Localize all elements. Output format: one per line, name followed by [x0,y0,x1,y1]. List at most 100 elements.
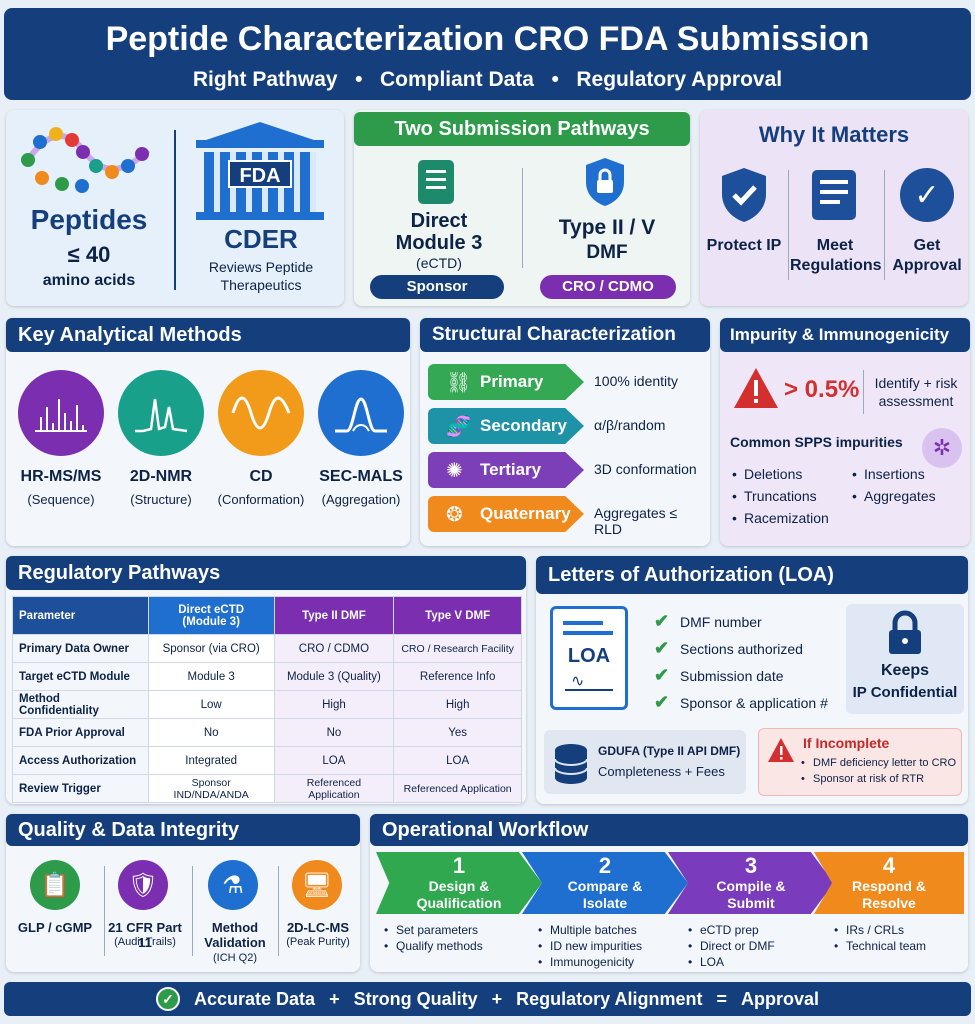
workflow-step-3: 3 Compile & Submit eCTD prep Direct or D… [668,852,834,970]
workflow-step-2: 2 Compare & Isolate Multiple batches ID … [522,852,688,970]
page-title: Peptide Characterization CRO FDA Submiss… [105,20,870,58]
level-desc: 100% identity [594,373,679,389]
method-sub-3: (Conformation) [217,492,305,507]
ip-confidential-label: IP Confidential [852,684,958,701]
gdufa-box: GDUFA (Type II API DMF) Completeness + F… [544,730,746,794]
database-coins-icon [554,744,588,784]
regulatory-table: Parameter Direct eCTD (Module 3) Type II… [12,596,522,803]
keeps-confidential-box: Keeps IP Confidential [846,604,964,714]
pathogen-icon: ✲ [922,428,962,468]
quality-sub-2: (Audit Trails) [114,936,176,948]
quality-sub-3: (ICH Q2) [213,952,257,964]
title-banner: Peptide Characterization CRO FDA Submiss… [4,8,971,100]
keeps-label: Keeps [880,662,930,679]
impurity-list: Deletions Insertions Truncations Aggrega… [732,466,966,526]
level-row-quaternary: Quaternary ❂ Aggregates ≤ RLD [428,496,706,537]
table-row: Target eCTD Module Module 3 Module 3 (Qual… [12,662,522,691]
level-row-primary: Primary ⛓ 100% identity [428,364,706,400]
list-item: DMF deficiency letter to CRO [801,755,956,771]
sec-mals-icon [318,370,404,456]
loa-document-icon: LOA ∿ [550,606,628,710]
table-row: Access Authorization Integrated LOA LOA [12,746,522,775]
list-item: Aggregates [852,488,966,504]
divider [192,866,193,956]
quality-name-4: 2D-LC-MS [286,920,350,935]
quality-panel: Quality & Data Integrity 📋 🛡 ⚗ 🖥 GLP / c… [6,814,360,972]
list-item: Set parameters [384,922,483,938]
divider [522,168,523,268]
step-arrow: 2 Compare & Isolate [522,852,688,914]
step-bullets: Multiple batches ID new impurities Immun… [538,922,642,970]
divider [104,866,105,956]
quality-name-2: 21 CFR Part 11 [108,920,182,950]
column-header: Type V DMF [393,596,522,635]
sponsor-tag: Sponsor [370,275,504,299]
workflow-step-4: 4 Respond & Resolve IRs / CRLs Technical… [814,852,964,968]
why-label-2: Meet Regulations [790,237,882,274]
page-subtitle: Right Pathway • Compliant Data • Regulat… [192,68,783,91]
method-name-4: SEC-MALS [319,468,403,485]
step-bullets: IRs / CRLs Technical team [834,922,926,954]
peptides-unit: amino acids [42,272,136,289]
method-name-3: CD [249,468,273,485]
dmf-line2: DMF [586,242,628,263]
fda-logo: FDA [228,160,292,188]
step-arrow: 1 Design & Qualification [376,852,542,914]
impurity-title: Impurity & Immunogenicity [720,318,970,352]
divider [863,370,864,414]
monitor-icon: 🖥 [292,860,342,910]
checklist-item: ✔ Submission date [654,662,828,689]
pathways-panel: Two Submission Pathways Direct Module 3 … [354,110,690,306]
cluster-icon: ❂ [446,504,463,526]
check-icon: ✔ [654,638,670,658]
divider [884,170,885,280]
nmr-spectrum-icon [118,370,204,456]
table-header-row: Parameter Direct eCTD (Module 3) Type II… [12,596,522,635]
direct-line2: Module 3 [395,232,483,254]
quality-title: Quality & Data Integrity [6,814,360,846]
loa-title: Letters of Authorization (LOA) [536,556,968,594]
level-tag: Primary [428,364,584,400]
regulatory-title: Regulatory Pathways [6,556,526,590]
alert-icon [768,738,794,762]
structural-panel: Structural Characterization Primary ⛓ 10… [420,318,710,546]
check-icon: ✔ [654,665,670,685]
table-row: Primary Data Owner Sponsor (via CRO) CRO /… [12,634,522,663]
document-icon [418,160,454,204]
methods-title: Key Analytical Methods [6,318,410,352]
footer-banner: ✓ Accurate Data + Strong Quality + Regul… [4,982,971,1016]
list-item: Sponsor at risk of RTR [801,771,956,787]
step-bullets: Set parameters Qualify methods [384,922,483,954]
checklist-icon [812,170,856,220]
why-label-3: Get Approval [892,237,962,274]
peptides-title: Peptides [30,204,148,235]
check-circle-icon: ✓ [156,987,180,1011]
column-header: Parameter [12,596,149,635]
why-panel: Why It Matters Protect IP Meet Regulatio… [700,110,968,306]
check-icon: ✔ [654,692,670,712]
gdufa-title: GDUFA (Type II API DMF) [598,744,741,758]
loa-panel: Letters of Authorization (LOA) LOA ∿ ✔ DM… [536,556,968,804]
list-item: Direct or DMF [688,938,775,954]
direct-line1: Direct [410,210,468,232]
workflow-panel: Operational Workflow 1 Design & Qualific… [370,814,968,972]
chain-link-icon: ⛓ [446,372,472,394]
quality-name-3: Method Validation [204,920,266,950]
signature-icon: ∿ [571,673,585,690]
padlock-icon [889,610,921,654]
list-item: Racemization [732,510,852,526]
level-tag: Tertiary [428,452,584,488]
divider [278,866,279,956]
list-item: Deletions [732,466,852,482]
table-row: FDA Prior Approval No No Yes [12,718,522,747]
cro-tag: CRO / CDMO [540,275,676,299]
lock-shield-icon [586,158,624,206]
level-tag: Quaternary [428,496,584,532]
incomplete-box: If Incomplete DMF deficiency letter to C… [758,728,962,796]
clipboard-icon: 📋 [30,860,80,910]
peptide-chain-icon [21,127,151,193]
list-item: LOA [688,954,775,970]
list-item: Truncations [732,488,852,504]
peptide-panel: Peptides ≤ 40 amino acids FDA CDER Revie… [6,110,344,306]
regulatory-panel: Regulatory Pathways Parameter Direct eCT… [6,556,526,804]
